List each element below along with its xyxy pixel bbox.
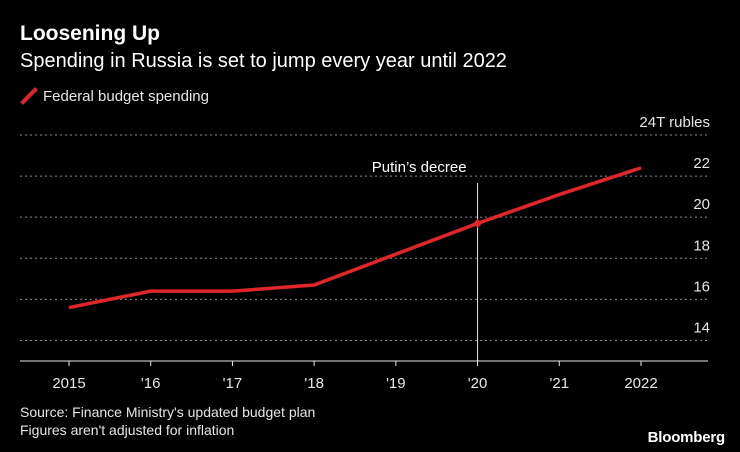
y-tick-label-24: 24T rubles (639, 114, 710, 131)
y-tick-label-14: 14 (693, 319, 710, 336)
x-tick-label-2020: '20 (468, 375, 488, 392)
annotation-label: Putin’s decree (372, 159, 467, 176)
y-tick-label-22: 22 (693, 155, 710, 172)
inflation-note: Figures aren't adjusted for inflation (20, 422, 235, 438)
x-tick-label-2021: '21 (550, 375, 570, 392)
x-tick-label-2022: 2022 (624, 375, 657, 392)
y-tick-label-20: 20 (693, 196, 710, 213)
bloomberg-logo: Bloomberg (647, 429, 726, 446)
chart-subtitle: Spending in Russia is set to jump every … (20, 50, 507, 72)
source-note: Source: Finance Ministry's updated budge… (20, 403, 315, 439)
x-tick-label-2019: '19 (386, 375, 406, 392)
series-line-0 (68, 166, 642, 310)
legend-label: Federal budget spending (43, 87, 209, 105)
chart-title: Loosening Up (20, 22, 160, 45)
y-tick-label-18: 18 (693, 237, 710, 254)
x-tick-label-2016: '16 (141, 375, 161, 392)
annotation-marker-icon (473, 218, 483, 228)
x-tick-label-2017: '17 (223, 375, 243, 392)
legend: Federal budget spending (20, 86, 209, 106)
y-tick-label-16: 16 (693, 278, 710, 295)
x-tick-label-2018: '18 (304, 375, 324, 392)
legend-swatch-icon (20, 87, 38, 105)
x-tick-label-2015: 2015 (52, 375, 85, 392)
source-text: Source: Finance Ministry's updated budge… (20, 404, 316, 420)
